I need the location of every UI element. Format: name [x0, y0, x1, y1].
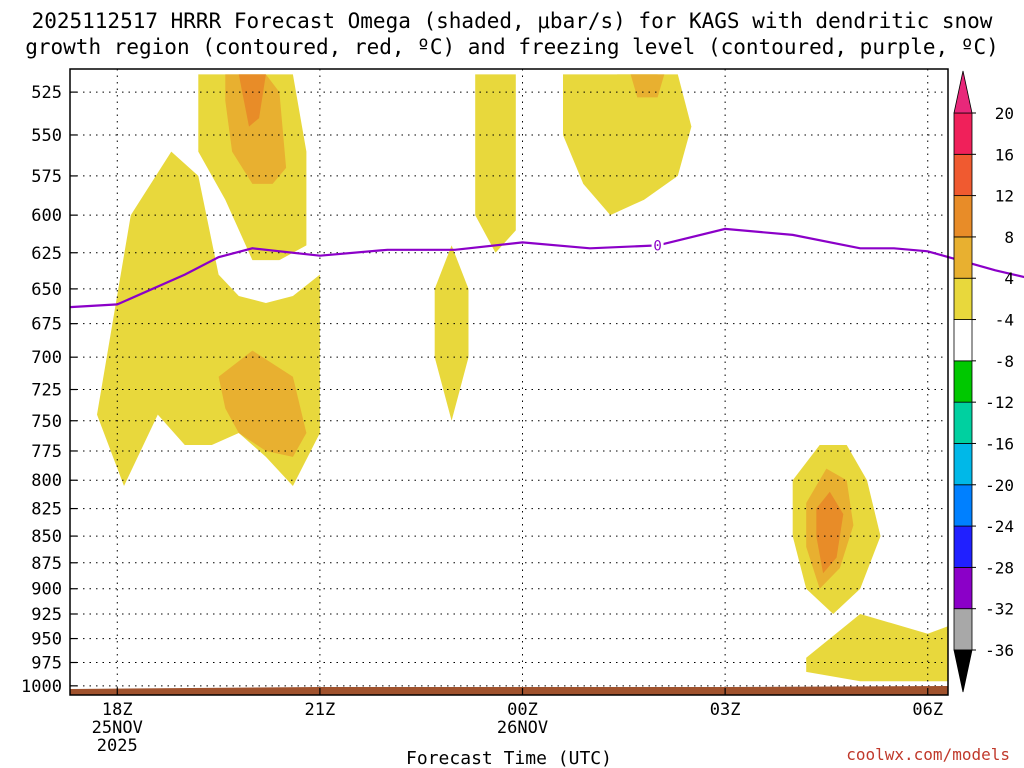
colorbar-label: -8	[995, 352, 1014, 371]
chart-title-line2: growth region (contoured, red, ºC) and f…	[25, 35, 999, 59]
x-axis-label: Forecast Time (UTC)	[406, 748, 612, 768]
x-tick-label: 2025	[97, 736, 138, 756]
colorbar-label: 8	[1004, 228, 1014, 247]
colorbar: -36 -32 -28 -24 -20 -16 -12 -8 -4 4 8 12 16 20	[953, 70, 1014, 693]
colorbar-band	[953, 401, 973, 444]
y-tick-label: 950	[31, 630, 62, 650]
omega-region-3	[238, 74, 266, 127]
y-tick-label: 575	[31, 167, 62, 187]
credit-text: coolwx.com/models	[846, 745, 1010, 764]
omega-region-41	[1016, 74, 1024, 126]
y-tick-label: 550	[31, 126, 62, 146]
omega-region-2	[225, 74, 287, 184]
colorbar-label: 12	[995, 187, 1014, 206]
colorbar-band	[953, 319, 973, 362]
colorbar-label: -16	[985, 434, 1014, 453]
y-tick-label: 850	[31, 527, 62, 547]
y-tick-label: 925	[31, 605, 62, 625]
colorbar-label: -32	[985, 600, 1014, 619]
omega-region-12	[816, 491, 844, 574]
x-tick-label: 03Z	[710, 700, 741, 720]
omega-region-6	[563, 74, 692, 216]
y-tick-label: 650	[31, 280, 62, 300]
colorbar-band	[953, 277, 973, 320]
omega-region-32	[245, 607, 287, 639]
colorbar-band	[953, 525, 973, 568]
omega-shaded-regions	[97, 74, 1024, 682]
colorbar-band	[953, 153, 973, 197]
y-axis: 525 550 575 600 625 650 675 700 725 750 775 800 825 8…	[21, 83, 77, 697]
y-tick-label: 975	[31, 654, 62, 674]
freezing-label-bg	[651, 237, 664, 252]
y-tick-label: 1000	[21, 677, 62, 697]
x-tick-label: 06Z	[912, 700, 943, 720]
y-tick-label: 625	[31, 244, 62, 264]
colorbar-label: 16	[995, 145, 1014, 164]
y-tick-label: 700	[31, 348, 62, 368]
y-tick-label: 725	[31, 381, 62, 401]
freezing-level-line	[69, 227, 1024, 309]
freezing-level-label: 0	[653, 238, 661, 254]
dotted-grid	[70, 69, 948, 695]
colorbar-band	[953, 443, 973, 486]
colorbar-label: -36	[985, 641, 1014, 660]
colorbar-band	[953, 484, 973, 527]
y-tick-label: 900	[31, 580, 62, 600]
colorbar-band	[953, 360, 973, 403]
colorbar-band	[953, 195, 973, 238]
y-tick-label: 825	[31, 500, 62, 520]
freezing-level-contour: 0	[69, 227, 1024, 309]
omega-region-4	[218, 350, 307, 457]
colorbar-label: -12	[985, 393, 1014, 412]
x-axis: 18Z25NOV202521Z00Z26NOV03Z06Z09Z	[92, 688, 943, 756]
colorbar-band	[953, 236, 973, 279]
y-tick-label: 600	[31, 206, 62, 226]
y-tick-label: 800	[31, 471, 62, 491]
omega-region-13	[806, 614, 948, 682]
omega-region-5	[475, 74, 516, 253]
omega-region-33	[387, 408, 523, 663]
ground-fill	[70, 686, 948, 695]
x-tick-label: 21Z	[305, 700, 336, 720]
colorbar-band	[953, 608, 973, 651]
colorbar-band	[953, 566, 973, 610]
x-tick-label: 26NOV	[497, 718, 548, 738]
colorbar-label: 4	[1004, 269, 1014, 288]
colorbar-high-arrow	[953, 70, 973, 114]
colorbar-label: -20	[985, 476, 1014, 495]
colorbar-label: -28	[985, 558, 1014, 577]
plot-frame	[69, 68, 949, 696]
y-tick-label: 750	[31, 412, 62, 432]
x-tick-label: 25NOV	[92, 718, 143, 738]
colorbar-band	[953, 112, 973, 155]
y-tick-label: 875	[31, 554, 62, 574]
chart-title-line1: 2025112517 HRRR Forecast Omega (shaded, …	[32, 9, 993, 33]
colorbar-label: -24	[985, 517, 1014, 536]
colorbar-label: -4	[995, 311, 1014, 330]
colorbar-low-arrow	[953, 649, 973, 693]
y-tick-label: 675	[31, 315, 62, 335]
ground-surface	[70, 686, 948, 695]
x-tick-label: 18Z	[102, 700, 133, 720]
colorbar-label: 20	[995, 104, 1014, 123]
y-tick-label: 775	[31, 442, 62, 462]
x-tick-label: 00Z	[507, 700, 538, 720]
y-tick-label: 525	[31, 83, 62, 103]
